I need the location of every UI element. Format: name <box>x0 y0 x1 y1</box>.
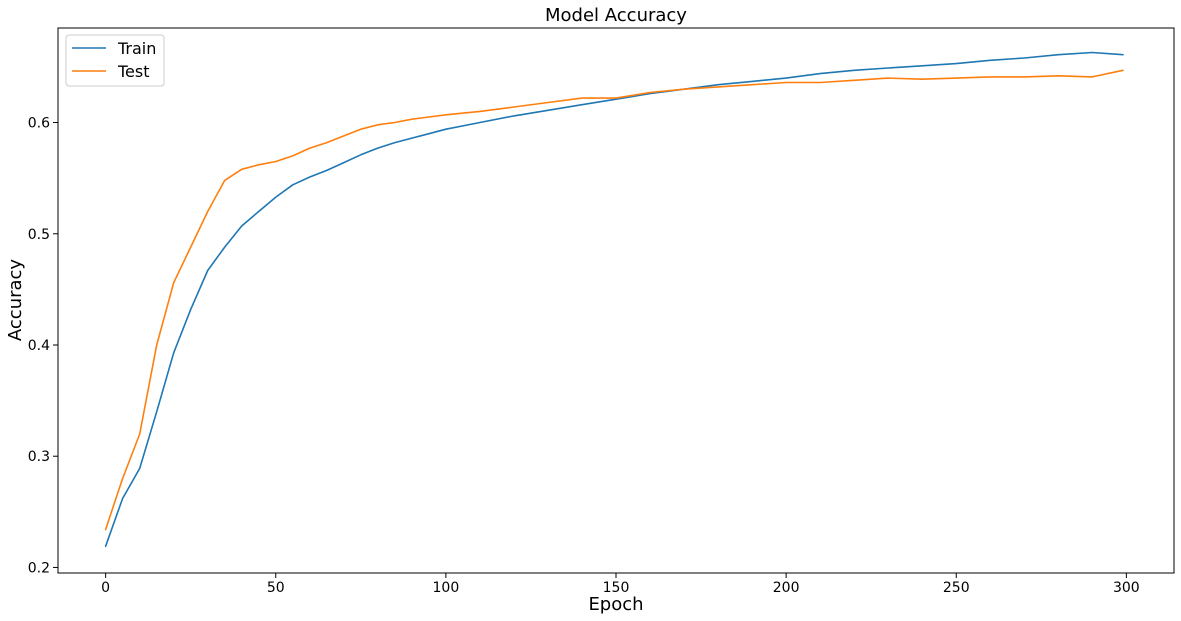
series-line-train <box>104 51 1124 548</box>
x-tick-label: 150 <box>603 580 630 596</box>
y-axis: 0.2 0.3 0.4 0.5 0.6 <box>28 116 58 576</box>
y-tick-label: 0.6 <box>28 116 50 132</box>
series-layer <box>104 51 1124 548</box>
series-line-test <box>104 69 1124 531</box>
chart-title: Model Accuracy <box>545 5 687 26</box>
y-axis-label: Accuracy <box>5 259 26 342</box>
x-tick-label: 100 <box>433 580 460 596</box>
y-tick-label: 0.3 <box>28 449 50 465</box>
x-axis: 0 50 100 150 200 250 300 <box>101 573 1140 596</box>
y-tick-label: 0.4 <box>28 338 50 354</box>
x-tick-label: 300 <box>1113 580 1140 596</box>
plot-area <box>57 27 1175 574</box>
legend-label-test: Test <box>117 62 150 81</box>
x-tick-label: 50 <box>267 580 285 596</box>
y-tick-label: 0.2 <box>28 560 50 576</box>
legend-label-train: Train <box>117 39 156 58</box>
y-tick-label: 0.5 <box>28 227 50 243</box>
x-tick-label: 0 <box>101 580 110 596</box>
x-tick-label: 200 <box>773 580 800 596</box>
x-tick-label: 250 <box>943 580 970 596</box>
legend: Train Test <box>65 34 165 87</box>
x-axis-label: Epoch <box>588 594 643 615</box>
